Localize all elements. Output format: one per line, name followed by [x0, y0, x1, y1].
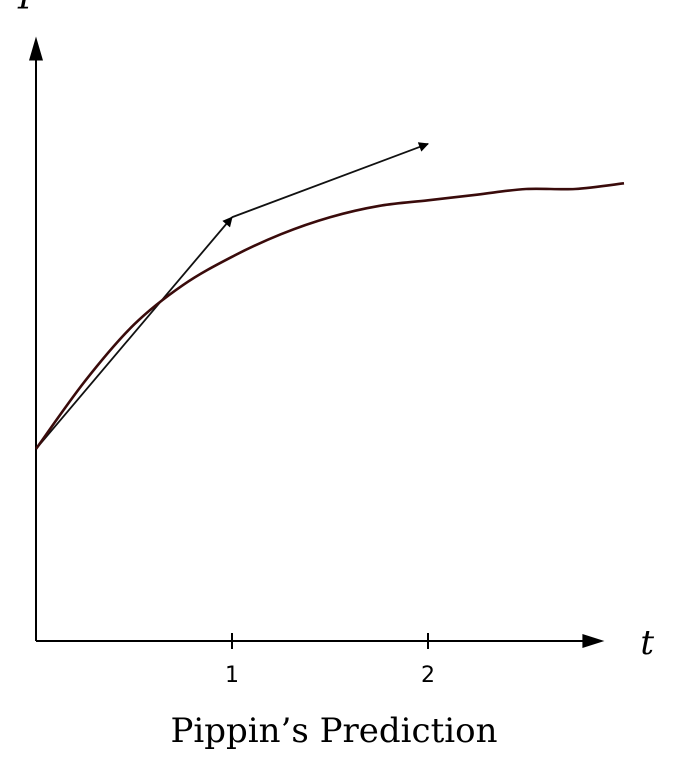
- population-curve: [34, 182, 625, 450]
- x-tick-label-2: 2: [421, 663, 435, 688]
- prediction-arrow-2: [231, 142, 429, 219]
- x-axis-label: t: [640, 623, 654, 663]
- x-tick-label-1: 1: [225, 663, 239, 688]
- prediction-arrows: [35, 142, 429, 450]
- x-axis-arrowhead: [582, 634, 605, 648]
- chart-caption: Pippin’s Prediction: [171, 711, 498, 751]
- prediction-arrow-1: [35, 216, 233, 450]
- y-axis-arrowhead: [29, 36, 43, 61]
- y-axis-label: P: [17, 0, 42, 17]
